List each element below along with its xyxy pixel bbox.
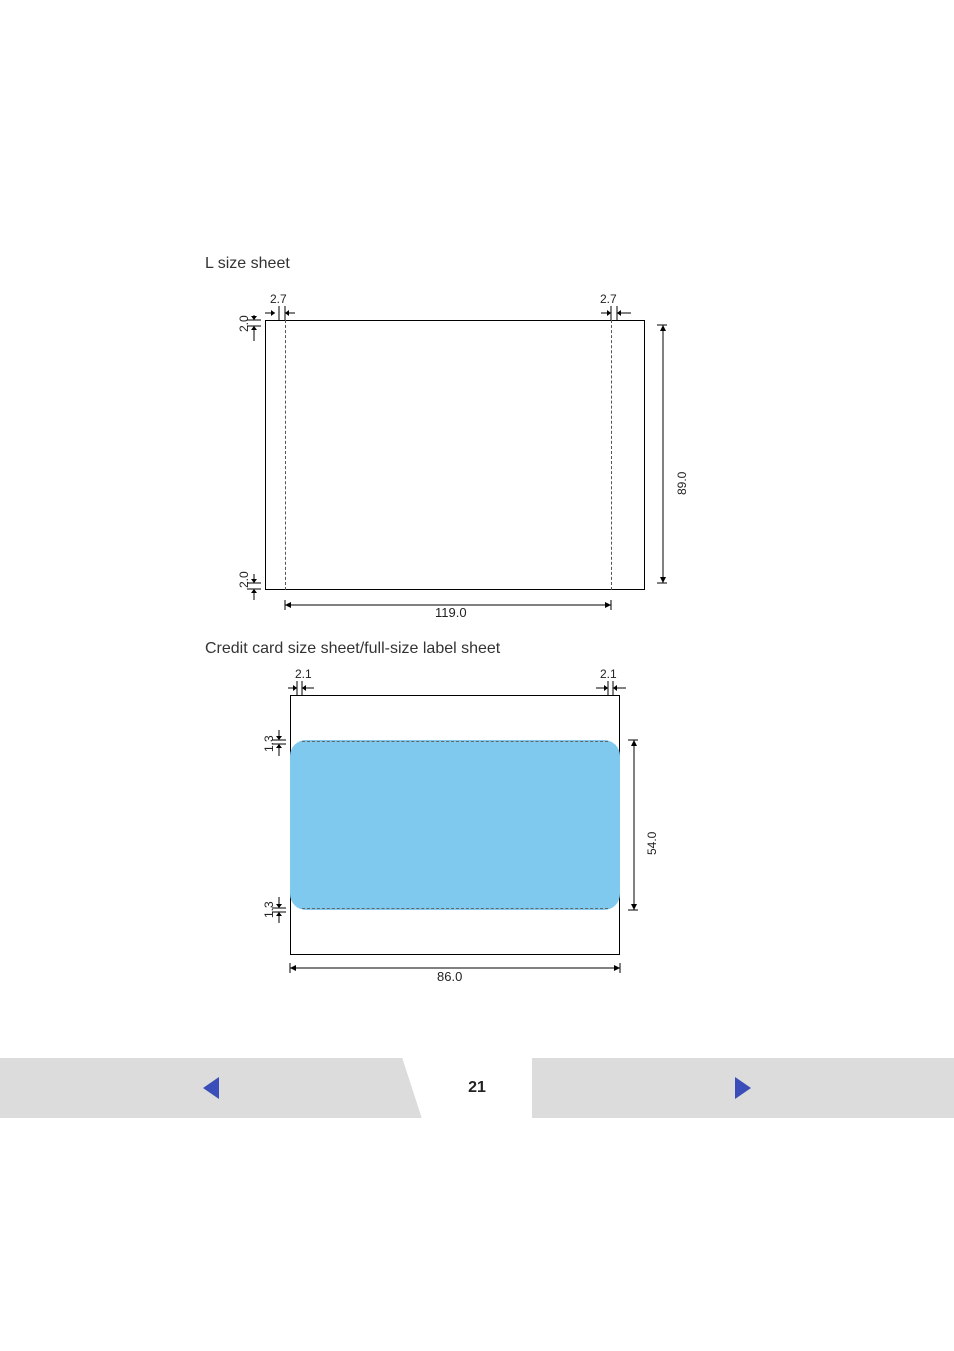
diagram1-top-left-label: 2.7 [270, 292, 287, 306]
diagram2-left-top-arrows-icon [272, 730, 286, 756]
chevron-left-icon [203, 1077, 219, 1099]
diagram2-right-height-label: 54.0 [645, 832, 659, 855]
diagram1: 2.7 2.7 2.0 2.0 89.0 119.0 [205, 270, 685, 620]
diagram1-top-right-arrows-icon [601, 306, 631, 320]
diagram1-right-dim-line-icon [657, 325, 669, 583]
diagram1-dashed-right [611, 320, 612, 590]
footer-nav: 21 [0, 1058, 954, 1118]
diagram1-bottom-dim-line-icon [285, 600, 611, 612]
diagram2-dashed-top [302, 741, 608, 742]
diagram2-bottom-dim-line-icon [290, 963, 620, 975]
prev-page-button[interactable] [0, 1058, 422, 1118]
diagram1-top-left-arrows-icon [265, 306, 295, 320]
diagram2-title: Credit card size sheet/full-size label s… [205, 640, 500, 658]
chevron-right-icon [735, 1077, 751, 1099]
diagram2-top-right-arrows-icon [596, 681, 626, 695]
diagram1-dashed-left [285, 320, 286, 590]
diagram1-left-bottom-arrows-icon [247, 574, 261, 600]
diagram1-outer-rect [265, 320, 645, 590]
diagram2: 2.1 2.1 1.3 1.3 54.0 86.0 [240, 665, 680, 995]
diagram2-top-right-label: 2.1 [600, 667, 617, 681]
diagram2-right-dim-line-icon [628, 740, 640, 910]
diagram2-print-area [290, 740, 620, 910]
diagram1-left-top-arrows-icon [247, 315, 261, 341]
diagram2-top-left-label: 2.1 [295, 667, 312, 681]
diagram2-dashed-bottom [302, 908, 608, 909]
next-page-button[interactable] [532, 1058, 954, 1118]
diagram1-top-right-label: 2.7 [600, 292, 617, 306]
diagram2-left-bottom-arrows-icon [272, 897, 286, 923]
page: L size sheet 2.7 2.7 2.0 2.0 89.0 119.0 … [0, 0, 954, 1351]
diagram1-right-height-label: 89.0 [675, 472, 689, 495]
diagram2-top-left-arrows-icon [288, 681, 318, 695]
